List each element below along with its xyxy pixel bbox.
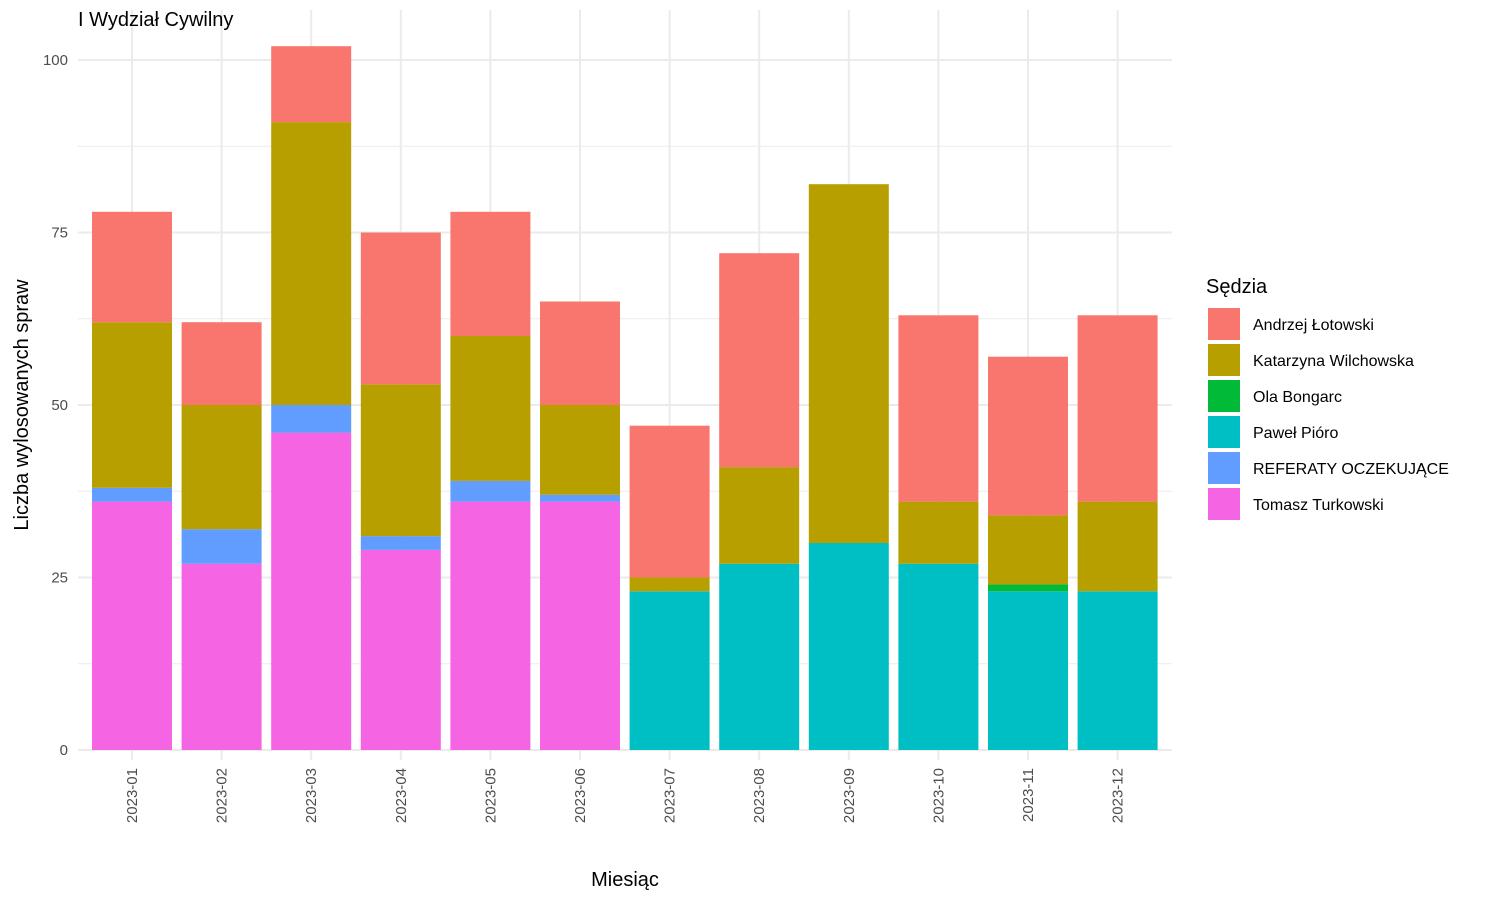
chart-title: I Wydział Cywilny (78, 9, 233, 31)
bar-segment-andrzej-lotowski-2023-05 (450, 211, 531, 336)
bar-segment-katarzyna-wilchowska-2023-07 (629, 577, 710, 592)
x-axis-title: Miesiąc (591, 869, 659, 891)
legend-key-ola-bongarc (1208, 380, 1240, 412)
y-axis-ticks: 0 25 50 75 100 (43, 52, 68, 759)
bar-segment-referaty-oczekujace-2023-03 (271, 405, 352, 433)
bar-segment-katarzyna-wilchowska-2023-05 (450, 336, 531, 481)
bar-segment-katarzyna-wilchowska-2023-06 (540, 405, 620, 495)
bar-segment-pawel-pioro-2023-09 (808, 543, 889, 750)
legend-key-referaty-oczekujace (1208, 452, 1240, 484)
bar-segment-referaty-oczekujace-2023-02 (181, 529, 262, 564)
bar-segment-katarzyna-wilchowska-2023-04 (360, 384, 441, 537)
bar-segment-pawel-pioro-2023-08 (719, 563, 800, 750)
bar-segment-andrzej-lotowski-2023-03 (271, 46, 352, 123)
bar-segment-tomasz-turkowski-2023-04 (360, 549, 441, 750)
bar-segment-katarzyna-wilchowska-2023-08 (719, 467, 800, 564)
bar-segment-andrzej-lotowski-2023-12 (1077, 315, 1158, 502)
bar-segment-tomasz-turkowski-2023-01 (92, 501, 172, 750)
bar-segment-ola-bongarc-2023-11 (988, 584, 1068, 592)
bar-segment-katarzyna-wilchowska-2023-09 (808, 184, 889, 543)
bar-segment-andrzej-lotowski-2023-11 (988, 356, 1068, 516)
bar-segment-tomasz-turkowski-2023-02 (181, 563, 262, 750)
x-tick-label: 2023-10 (930, 768, 947, 823)
legend-key-andrzej-lotowski (1208, 308, 1240, 340)
legend-label-referaty-oczekujace: REFERATY OCZEKUJĄCE (1253, 461, 1449, 478)
y-tick-label: 75 (51, 225, 68, 242)
bar-segment-katarzyna-wilchowska-2023-02 (181, 405, 262, 530)
x-tick-label: 2023-09 (841, 768, 858, 823)
legend-label-tomasz-turkowski: Tomasz Turkowski (1253, 497, 1384, 514)
bar-segment-pawel-pioro-2023-07 (629, 591, 710, 750)
x-axis-ticks: 2023-01 2023-02 2023-03 2023-04 2023-05 2023-… (124, 768, 1127, 823)
legend-items: Andrzej Łotowski Katarzyna Wilchowska Ola … (1208, 308, 1449, 520)
bar-segment-tomasz-turkowski-2023-03 (271, 432, 352, 750)
x-tick-label: 2023-03 (303, 768, 320, 823)
bar-segment-andrzej-lotowski-2023-08 (719, 253, 800, 468)
bar-segment-pawel-pioro-2023-10 (898, 563, 979, 750)
legend-key-tomasz-turkowski (1208, 488, 1240, 520)
x-tick-label: 2023-01 (124, 768, 141, 823)
legend-label-katarzyna-wilchowska: Katarzyna Wilchowska (1253, 353, 1414, 370)
x-tick-label: 2023-02 (214, 768, 231, 823)
bar-segment-katarzyna-wilchowska-2023-11 (988, 515, 1068, 585)
bar-segment-pawel-pioro-2023-11 (988, 591, 1068, 750)
x-tick-label: 2023-07 (662, 768, 679, 823)
y-tick-label: 0 (60, 742, 68, 759)
legend-title: Sędzia (1206, 276, 1268, 298)
bar-segment-andrzej-lotowski-2023-10 (898, 315, 979, 502)
y-tick-label: 100 (43, 52, 68, 69)
bar-segment-referaty-oczekujace-2023-05 (450, 480, 531, 502)
legend-label-pawel-pioro: Paweł Pióro (1253, 425, 1338, 442)
y-tick-label: 25 (51, 570, 68, 587)
legend-key-pawel-pioro (1208, 416, 1240, 448)
bar-segment-pawel-pioro-2023-12 (1077, 591, 1158, 750)
x-tick-label: 2023-11 (1020, 768, 1037, 822)
bar-segment-andrzej-lotowski-2023-01 (92, 211, 172, 323)
x-tick-label: 2023-04 (393, 768, 410, 823)
bar-segment-katarzyna-wilchowska-2023-10 (898, 501, 979, 564)
y-axis-title: Liczba wylosowanych spraw (11, 279, 33, 531)
bar-segment-katarzyna-wilchowska-2023-01 (92, 322, 172, 488)
bar-segment-katarzyna-wilchowska-2023-03 (271, 122, 352, 405)
x-tick-label: 2023-08 (751, 768, 768, 823)
bar-segment-katarzyna-wilchowska-2023-12 (1077, 501, 1158, 592)
bars (92, 46, 1158, 750)
x-tick-label: 2023-05 (482, 768, 499, 823)
x-tick-label: 2023-06 (572, 768, 589, 823)
bar-segment-andrzej-lotowski-2023-06 (540, 301, 620, 405)
bar-segment-referaty-oczekujace-2023-01 (92, 487, 172, 502)
bar-segment-andrzej-lotowski-2023-04 (360, 232, 441, 385)
bar-segment-andrzej-lotowski-2023-07 (629, 425, 710, 578)
bar-segment-tomasz-turkowski-2023-06 (540, 501, 620, 750)
legend-label-ola-bongarc: Ola Bongarc (1253, 389, 1342, 406)
legend: Sędzia Andrzej Łotowski Katarzyna Wilchow… (1206, 276, 1449, 520)
bar-segment-referaty-oczekujace-2023-06 (540, 494, 620, 502)
legend-key-katarzyna-wilchowska (1208, 344, 1240, 376)
bar-segment-andrzej-lotowski-2023-02 (181, 322, 262, 405)
bar-segment-tomasz-turkowski-2023-05 (450, 501, 531, 750)
y-tick-label: 50 (51, 397, 68, 414)
legend-label-andrzej-lotowski: Andrzej Łotowski (1253, 317, 1374, 334)
bar-segment-referaty-oczekujace-2023-04 (360, 536, 441, 550)
x-tick-label: 2023-12 (1110, 768, 1127, 823)
